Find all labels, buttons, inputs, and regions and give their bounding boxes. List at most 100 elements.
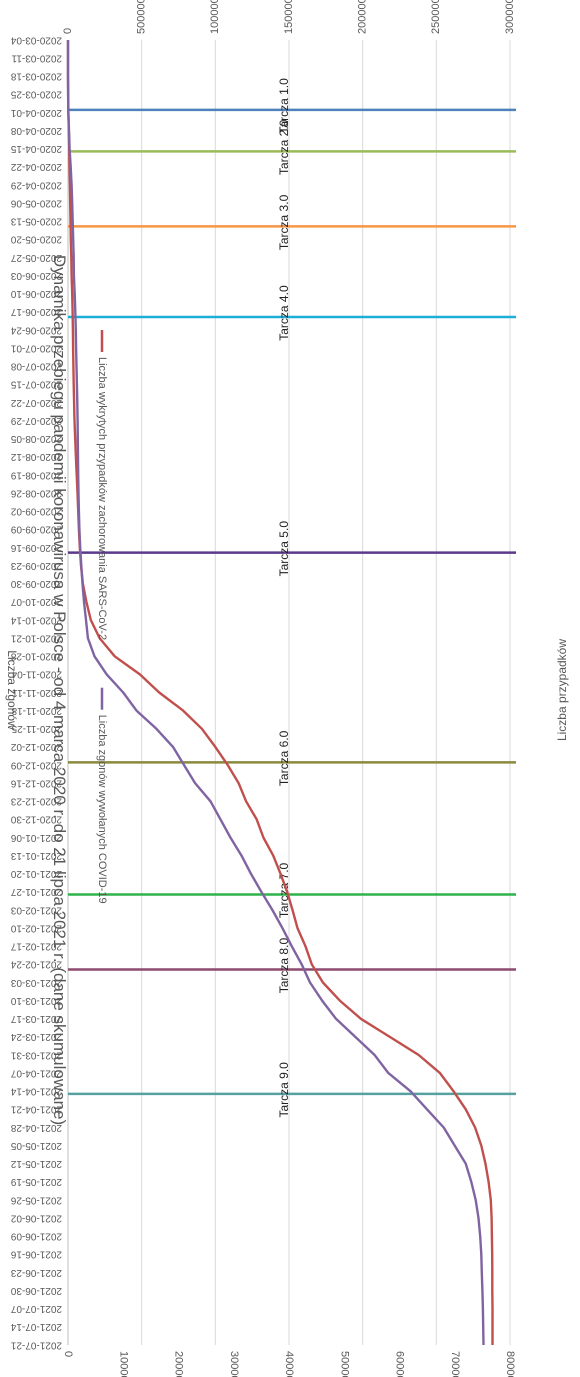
x-tick-label: 2020-09-09 — [10, 524, 62, 535]
plot-area: 2020-03-04 2020-03-11 2020-03-18 2020-03-25… — [5, 0, 569, 1377]
x-tick-label: 2020-04-15 — [10, 143, 62, 154]
x-tick-label: 2021-03-24 — [10, 1031, 62, 1042]
x-tick-label: 2020-12-16 — [10, 777, 62, 788]
series-line — [66, 40, 485, 1346]
stage-label: Tarcza 4.0 — [277, 285, 291, 341]
x-tick-label: 2020-09-23 — [10, 560, 62, 571]
right-axis-tick-label: 40000 — [283, 1351, 295, 1377]
x-tick-label: 2021-02-24 — [10, 959, 62, 970]
x-tick-label: 2021-07-21 — [10, 1339, 62, 1350]
x-tick-label: 2021-01-20 — [10, 868, 62, 879]
right-axis-tick-label: 30000 — [228, 1351, 240, 1377]
right-axis-tick-label: 20000 — [173, 1351, 185, 1377]
left-axis-tick-label: 500000 — [136, 0, 148, 34]
right-axis-tick-label: 10000 — [117, 1351, 129, 1377]
x-tick-label: 2020-07-15 — [10, 379, 62, 390]
x-tick-label: 2020-05-13 — [10, 216, 62, 227]
x-tick-label: 2021-04-14 — [10, 1086, 62, 1097]
stage-label: Tarcza 8.0 — [277, 938, 291, 994]
right-axis-tick-label: 70000 — [449, 1351, 461, 1377]
x-tick-label: 2020-11-18 — [11, 705, 62, 716]
x-tick-label: 2021-03-10 — [10, 995, 62, 1006]
x-tick-label: 2020-09-30 — [10, 578, 62, 589]
x-tick-label: 2021-01-13 — [10, 850, 62, 861]
x-tick-label: 2020-03-04 — [10, 34, 62, 45]
stage-label: Tarcza 1.0 — [277, 78, 291, 134]
x-tick-label: 2021-04-28 — [10, 1122, 62, 1133]
legend: Liczba wykrytych przypadków zachorowania… — [96, 330, 108, 904]
x-tick-label: 2021-06-16 — [10, 1249, 62, 1260]
x-tick-label: 2021-05-19 — [10, 1176, 62, 1187]
left-axis-title: Liczba przypadków — [555, 639, 569, 741]
x-tick-label: 2021-01-06 — [10, 832, 62, 843]
x-tick-label: 2021-07-14 — [10, 1321, 62, 1332]
x-tick-label: 2020-10-21 — [10, 632, 62, 643]
right-axis-title: Liczba zgonów — [5, 650, 19, 730]
x-tick-label: 2020-03-11 — [11, 52, 62, 63]
chart-title: Dynamika przebiegu pandemii koronawirusa… — [50, 255, 69, 1125]
x-tick-label: 2020-08-12 — [10, 451, 62, 462]
x-tick-label: 2021-03-31 — [10, 1049, 62, 1060]
x-tick-label: 2020-03-18 — [10, 71, 62, 82]
x-tick-label: 2020-06-10 — [10, 288, 62, 299]
x-tick-label: 2021-02-17 — [10, 941, 62, 952]
x-tick-label: 2020-12-23 — [10, 796, 62, 807]
x-tick-label: 2020-07-29 — [10, 415, 62, 426]
x-tick-label: 2020-10-07 — [10, 596, 62, 607]
legend-label: Liczba wykrytych przypadków zachorowania… — [96, 357, 108, 640]
x-tick-label: 2020-11-11 — [12, 687, 62, 698]
x-tick-label: 2020-06-17 — [10, 306, 62, 317]
stage-label: Tarcza 5.0 — [277, 521, 291, 577]
x-tick-label: 2021-02-10 — [10, 922, 62, 933]
x-tick-label: 2020-03-25 — [10, 89, 62, 100]
x-tick-label: 2020-07-08 — [10, 361, 62, 372]
left-axis-tick-label: 2000000 — [357, 0, 369, 34]
x-tick-label: 2020-12-02 — [10, 741, 62, 752]
x-tick-label: 2021-06-30 — [10, 1285, 62, 1296]
right-axis-ticks: 0 10000 20000 30000 40000 50000 60000 70000 8000… — [62, 1351, 516, 1377]
left-axis-ticks: 0 500000 1000000 1500000 2000000 2500000 30000… — [62, 0, 516, 34]
x-tick-label: 2020-08-05 — [10, 433, 62, 444]
x-tick-label: 2021-04-07 — [10, 1067, 62, 1078]
x-tick-label: 2021-04-21 — [10, 1104, 62, 1115]
x-tick-label: 2020-09-02 — [10, 506, 62, 517]
x-tick-label: 2020-04-08 — [10, 125, 62, 136]
left-axis-tick-label: 0 — [62, 28, 74, 34]
x-tick-label: 2021-07-07 — [10, 1303, 62, 1314]
x-tick-label: 2020-08-19 — [10, 469, 62, 480]
x-tick-label: 2020-05-20 — [10, 234, 62, 245]
x-tick-label: 2020-12-09 — [10, 759, 62, 770]
left-axis-tick-label: 2500000 — [430, 0, 442, 34]
right-axis-tick-label: 80000 — [504, 1351, 516, 1377]
x-tick-label: 2020-05-06 — [10, 197, 62, 208]
x-tick-label: 2020-07-22 — [10, 397, 62, 408]
x-tick-label: 2020-04-29 — [10, 179, 62, 190]
right-axis-tick-label: 60000 — [394, 1351, 406, 1377]
x-tick-label: 2020-04-01 — [10, 107, 62, 118]
stage-label: Tarcza 9.0 — [277, 1062, 291, 1118]
series-lines — [66, 40, 494, 1346]
stage-label: Tarcza 3.0 — [277, 194, 291, 250]
x-tick-labels: 2020-03-04 2020-03-11 2020-03-18 2020-03-25… — [10, 34, 62, 1350]
x-tick-label: 2020-06-03 — [10, 270, 62, 281]
x-tick-label: 2021-02-03 — [10, 904, 62, 915]
x-tick-label: 2020-10-28 — [10, 651, 62, 662]
x-tick-label: 2020-11-04 — [11, 669, 62, 680]
x-tick-label: 2021-01-27 — [10, 886, 62, 897]
left-axis-tick-label: 1500000 — [283, 0, 295, 34]
right-axis-tick-label: 0 — [62, 1351, 74, 1357]
x-tick-label: 2020-12-30 — [10, 814, 62, 825]
stage-label: Tarcza 6.0 — [277, 730, 291, 786]
x-tick-label: 2020-11-25 — [11, 723, 62, 734]
x-tick-label: 2021-05-26 — [10, 1194, 62, 1205]
series-line — [66, 40, 494, 1345]
x-tick-label: 2020-05-27 — [10, 252, 62, 263]
x-tick-label: 2020-04-22 — [10, 161, 62, 172]
x-tick-label: 2020-06-24 — [10, 324, 62, 335]
x-tick-label: 2020-07-01 — [10, 342, 62, 353]
right-axis-tick-label: 50000 — [338, 1351, 350, 1377]
gridlines — [141, 40, 511, 1345]
